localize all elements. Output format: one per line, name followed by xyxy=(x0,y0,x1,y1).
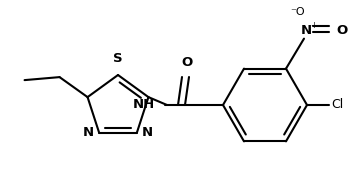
Text: Cl: Cl xyxy=(331,98,343,112)
Text: ⁻O: ⁻O xyxy=(291,7,305,17)
Text: NH: NH xyxy=(133,98,155,112)
Text: N: N xyxy=(142,126,153,139)
Text: +: + xyxy=(310,21,317,30)
Text: N: N xyxy=(300,24,312,37)
Text: O: O xyxy=(336,24,347,37)
Text: O: O xyxy=(181,56,193,69)
Text: N: N xyxy=(83,126,94,139)
Text: S: S xyxy=(113,52,123,65)
